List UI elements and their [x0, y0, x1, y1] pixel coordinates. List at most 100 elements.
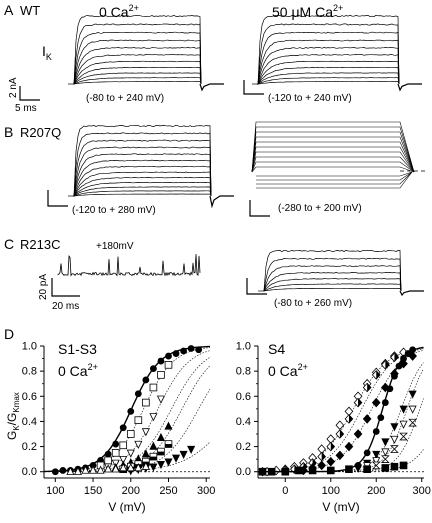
current-trace: [251, 121, 415, 173]
data-point: [344, 441, 354, 452]
data-point: [149, 413, 158, 422]
current-trace: [257, 54, 400, 85]
current-trace: [251, 151, 415, 173]
data-point: [142, 376, 150, 384]
current-trace: [251, 146, 415, 173]
data-point: [111, 449, 120, 457]
current-trace: [73, 139, 212, 197]
current-trace: [73, 47, 202, 85]
scale-bar-b-right: [249, 200, 270, 217]
current-trace: [73, 54, 202, 85]
scale-bar-a-right: [243, 80, 264, 95]
data-point: [127, 407, 135, 415]
data-point: [381, 464, 390, 472]
data-point: [399, 432, 408, 441]
panel-a-condition-left: 0 Ca2+: [99, 3, 139, 20]
data-point: [179, 450, 188, 460]
data-point: [390, 435, 399, 444]
current-trace: [73, 39, 202, 85]
current-trace: [263, 257, 402, 292]
current-trace: [256, 171, 413, 181]
data-point: [141, 428, 150, 437]
x-tick-label: 0: [282, 485, 288, 497]
data-point: [180, 347, 187, 355]
current-trace: [73, 81, 202, 85]
data-point: [326, 456, 336, 467]
x-tick-label: 150: [84, 485, 102, 497]
data-point: [126, 430, 135, 438]
panel-b-letter: B: [4, 124, 13, 140]
current-trace: [73, 153, 212, 197]
current-traces-r213c: [258, 249, 424, 297]
scale-a-current: 2 nA: [8, 77, 19, 98]
range-c-right: (-80 to + 260 mV): [274, 298, 352, 309]
current-trace: [251, 161, 415, 173]
current-trace: [251, 166, 415, 173]
x-tick-label: 300: [413, 485, 431, 497]
range-b-right: (-280 to + 200 mV): [278, 203, 362, 214]
y-tick-label: 0.8: [236, 366, 251, 378]
data-point: [119, 441, 128, 450]
data-point: [326, 466, 335, 475]
y-tick-label: 0.6: [236, 391, 251, 403]
plot-title: S4: [268, 341, 285, 357]
tail-current: [399, 290, 424, 297]
data-point: [134, 390, 142, 398]
data-point: [149, 383, 158, 392]
current-trace: [256, 171, 413, 185]
data-point: [157, 357, 165, 365]
current-trace: [73, 66, 202, 85]
x-tick-label: 100: [322, 485, 340, 497]
y-tick-label: 0.0: [236, 466, 251, 478]
x-axis-label: V (mV): [108, 500, 145, 514]
panel-b-name: R207Q: [20, 125, 61, 140]
current-traces-r207q-50ca: [251, 121, 428, 189]
scale-bar-a: [19, 86, 40, 101]
range-a-right: (-120 to + 240 mV): [268, 93, 352, 104]
data-point: [399, 461, 408, 470]
data-point: [377, 414, 385, 422]
data-point: [187, 345, 195, 352]
data-point: [134, 463, 143, 472]
x-tick-label: 200: [367, 485, 385, 497]
tail-current: [209, 195, 234, 209]
gv-plot-s4: 0.0 0.2 0.4 0.6 0.8 1.0 0 100 200 300 V (mV) S4 0 Ca…: [236, 341, 431, 515]
current-trace: [73, 181, 212, 198]
data-point: [66, 466, 75, 475]
current-trace: [73, 165, 212, 197]
data-point: [408, 390, 417, 399]
panel-c-name: R213C: [20, 237, 60, 252]
data-point: [335, 420, 345, 430]
data-point: [104, 450, 112, 458]
data-point: [156, 432, 166, 441]
data-point: [112, 440, 120, 448]
data-point: [345, 465, 353, 473]
data-point: [391, 372, 398, 380]
scale-bar-b: [47, 190, 68, 207]
data-point: [126, 463, 135, 472]
y-tick-label: 0.2: [22, 441, 37, 453]
data-point: [156, 460, 166, 470]
x-tick-label: 100: [46, 485, 64, 497]
range-a-left: (-80 to + 240 mV): [86, 93, 164, 104]
data-point: [134, 416, 143, 424]
y-axis-label: GK/GKmax: [5, 392, 21, 440]
current-trace: [257, 23, 400, 85]
data-point: [73, 466, 83, 475]
data-point: [187, 445, 196, 454]
scale-bar-c: [51, 278, 80, 297]
current-trace: [256, 171, 413, 189]
y-tick-label: 0.2: [236, 441, 251, 453]
current-trace: [263, 249, 402, 292]
current-trace: [257, 81, 400, 85]
data-point: [354, 464, 363, 473]
data-point: [104, 456, 112, 465]
current-trace: [73, 171, 212, 197]
data-point: [386, 385, 394, 393]
current-trace: [263, 287, 402, 292]
data-point: [381, 399, 389, 406]
data-point: [381, 448, 390, 457]
data-point: [96, 465, 105, 474]
data-point: [81, 465, 90, 474]
current-trace: [263, 283, 402, 292]
